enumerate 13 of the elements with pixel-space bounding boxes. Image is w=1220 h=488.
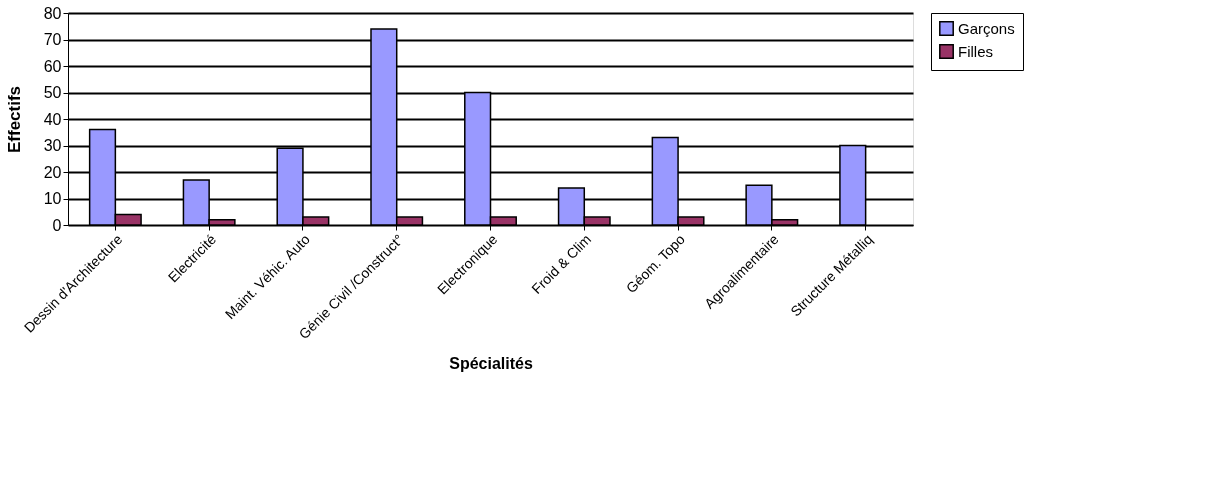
y-tick-label: 0 <box>52 216 62 234</box>
y-tick-label: 40 <box>43 110 62 128</box>
y-axis-title: Effectifs <box>4 85 24 154</box>
y-tick-label: 30 <box>43 137 62 154</box>
y-tick-label: 10 <box>43 190 62 207</box>
y-tick-label: 60 <box>43 57 62 75</box>
y-tick-label: 50 <box>43 84 62 101</box>
x-axis-title: Spécialités <box>449 355 533 373</box>
legend-label: Garçons <box>958 19 1015 37</box>
y-tick-label: 20 <box>43 163 62 181</box>
legend-label: Filles <box>958 42 994 60</box>
y-tick-label: 80 <box>43 4 62 22</box>
y-tick-label: 70 <box>43 31 62 48</box>
